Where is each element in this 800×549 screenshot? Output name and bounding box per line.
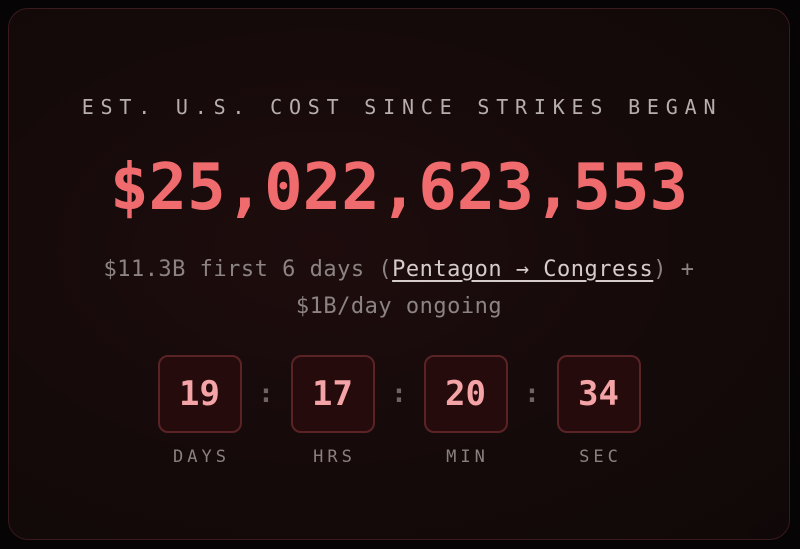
timer-minutes: 20 MIN xyxy=(423,355,508,467)
hours-label: HRS xyxy=(313,447,356,467)
pentagon-congress-link[interactable]: Pentagon → Congress xyxy=(392,257,654,282)
days-value: 19 xyxy=(157,355,242,433)
subtitle-line2: $1B/day ongoing xyxy=(295,294,503,319)
timer-separator: : xyxy=(258,379,274,409)
timer-hours: 17 HRS xyxy=(290,355,375,467)
timer-separator: : xyxy=(524,379,540,409)
counter-title: EST. U.S. COST SINCE STRIKES BEGAN xyxy=(81,95,723,119)
minutes-value: 20 xyxy=(423,355,508,433)
minutes-label: MIN xyxy=(446,447,489,467)
cost-amount: $25,022,623,553 xyxy=(110,151,688,225)
hours-value: 17 xyxy=(290,355,375,433)
seconds-value: 34 xyxy=(556,355,641,433)
timer-days: 19 DAYS xyxy=(157,355,242,467)
subtitle-prefix: $11.3B first 6 days ( xyxy=(103,257,393,282)
days-label: DAYS xyxy=(173,447,230,467)
cost-counter-card: EST. U.S. COST SINCE STRIKES BEGAN $25,0… xyxy=(8,8,790,540)
elapsed-timer: 19 DAYS : 17 HRS : 20 MIN : 34 SEC xyxy=(9,355,789,467)
timer-seconds: 34 SEC xyxy=(556,355,641,467)
seconds-label: SEC xyxy=(579,447,622,467)
subtitle-suffix: ) + xyxy=(653,257,695,282)
cost-subtitle: $11.3B first 6 days (Pentagon → Congress… xyxy=(9,251,789,325)
timer-separator: : xyxy=(391,379,407,409)
